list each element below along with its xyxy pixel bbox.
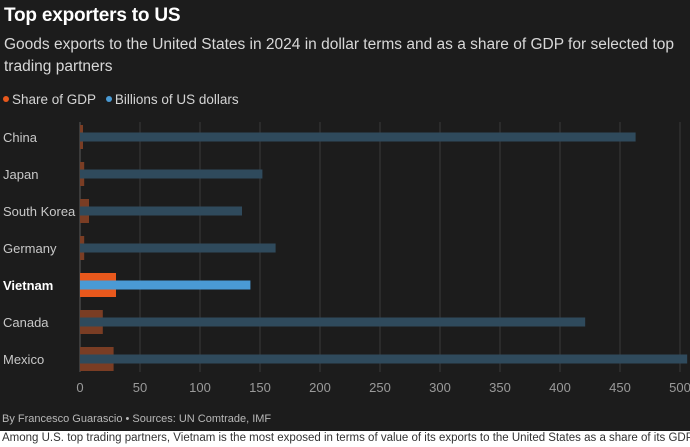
credit-line: By Francesco Guarascio • Sources: UN Com… bbox=[2, 413, 271, 425]
x-tick-label: 400 bbox=[549, 380, 571, 395]
x-tick-label: 250 bbox=[369, 380, 391, 395]
bar-billions-usd bbox=[80, 318, 585, 327]
category-label: Vietnam bbox=[3, 278, 53, 293]
x-tick-label: 500 bbox=[669, 380, 690, 395]
bar-billions-usd bbox=[80, 281, 250, 290]
category-label: Japan bbox=[3, 167, 38, 182]
category-label: China bbox=[3, 130, 38, 145]
x-tick-label: 150 bbox=[249, 380, 271, 395]
bar-billions-usd bbox=[80, 355, 687, 364]
x-tick-label: 350 bbox=[489, 380, 511, 395]
chart-panel: Top exporters to US Goods exports to the… bbox=[0, 0, 690, 431]
category-label: South Korea bbox=[3, 204, 76, 219]
bar-billions-usd bbox=[80, 133, 636, 142]
bar-billions-usd bbox=[80, 244, 276, 253]
x-tick-label: 100 bbox=[189, 380, 211, 395]
x-tick-label: 0 bbox=[76, 380, 83, 395]
bar-billions-usd bbox=[80, 207, 242, 216]
x-tick-label: 200 bbox=[309, 380, 331, 395]
category-label: Mexico bbox=[3, 352, 44, 367]
x-tick-label: 450 bbox=[609, 380, 631, 395]
category-label: Germany bbox=[3, 241, 57, 256]
x-tick-label: 300 bbox=[429, 380, 451, 395]
bar-billions-usd bbox=[80, 170, 262, 179]
x-tick-label: 50 bbox=[133, 380, 147, 395]
bar-chart: 0 50 100 150 200 250 300 350 400 450 500 China Japan… bbox=[0, 0, 690, 431]
caption: Among U.S. top trading partners, Vietnam… bbox=[2, 432, 690, 444]
category-label: Canada bbox=[3, 315, 49, 330]
